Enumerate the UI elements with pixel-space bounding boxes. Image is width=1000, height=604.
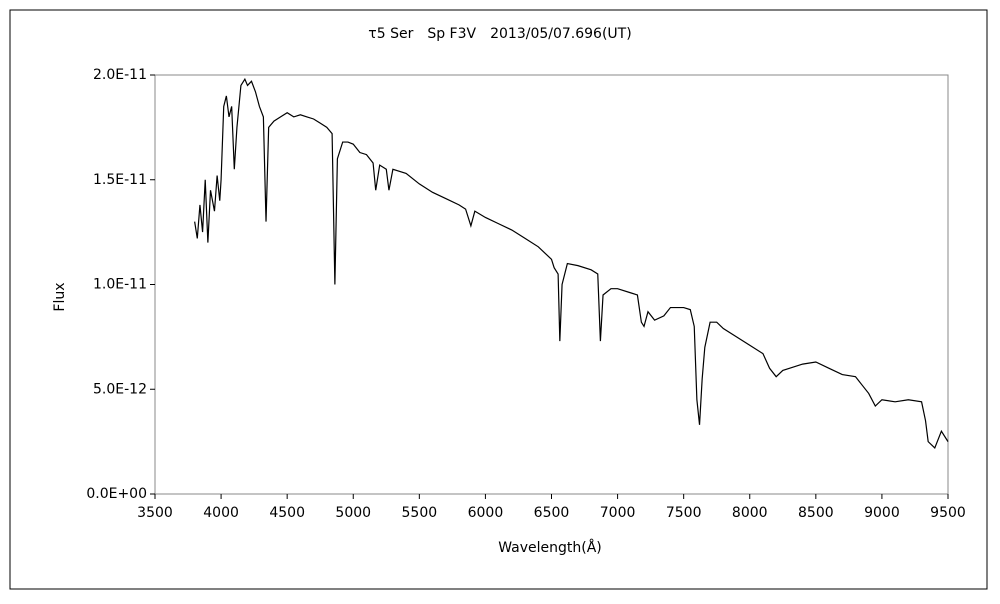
x-tick-label: 4000 bbox=[203, 505, 239, 521]
spectrum-line bbox=[194, 77, 949, 449]
x-tick-label: 4500 bbox=[269, 505, 305, 521]
chart-border bbox=[9, 9, 988, 590]
chart-title: τ5 Ser Sp F3V 2013/05/07.696(UT) bbox=[368, 26, 631, 42]
y-tick-label: 1.0E-11 bbox=[93, 277, 147, 293]
x-tick-label: 8500 bbox=[798, 505, 834, 521]
y-axis-label: Flux bbox=[52, 282, 68, 311]
y-tick-label: 2.0E-11 bbox=[93, 67, 147, 83]
x-tick-label: 3500 bbox=[137, 505, 173, 521]
x-tick-label: 6000 bbox=[468, 505, 504, 521]
y-tick-label: 1.5E-11 bbox=[93, 172, 147, 188]
x-tick-label: 5000 bbox=[335, 505, 371, 521]
plot-area bbox=[154, 74, 949, 495]
x-tick-label: 8000 bbox=[732, 505, 768, 521]
x-tick-label: 7500 bbox=[666, 505, 702, 521]
x-tick-label: 5500 bbox=[402, 505, 438, 521]
x-tick-label: 7000 bbox=[600, 505, 636, 521]
x-tick-label: 9000 bbox=[864, 505, 900, 521]
y-tick-label: 0.0E+00 bbox=[86, 486, 147, 502]
y-tick-label: 5.0E-12 bbox=[93, 381, 147, 397]
x-axis-label: Wavelength(Å) bbox=[498, 539, 602, 556]
x-tick-label: 6500 bbox=[534, 505, 570, 521]
x-tick-label: 9500 bbox=[930, 505, 966, 521]
